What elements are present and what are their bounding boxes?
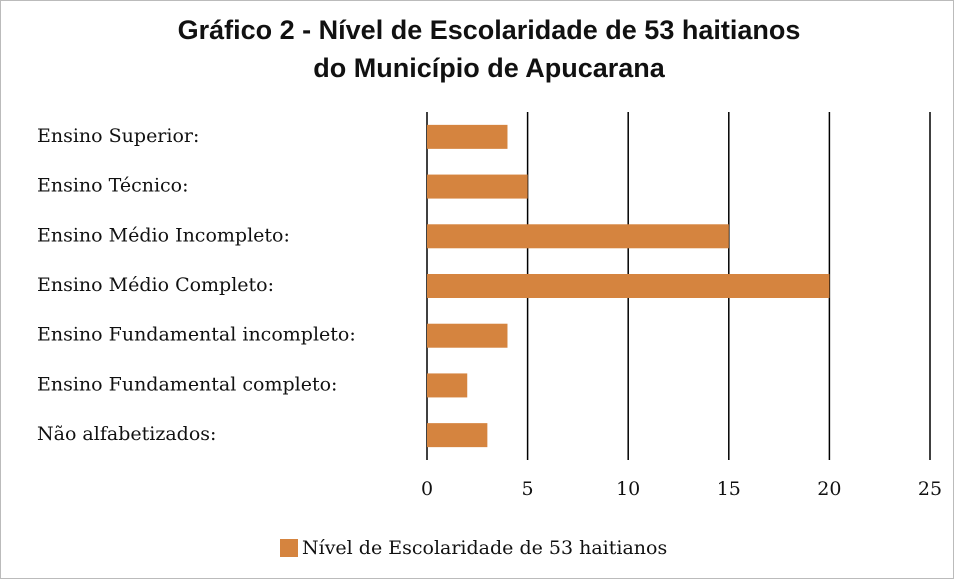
x-tick-label: 5 xyxy=(522,478,534,500)
x-tick-label: 20 xyxy=(817,478,841,500)
x-tick-label: 15 xyxy=(717,478,741,500)
y-tick-label: Ensino Médio Incompleto: xyxy=(37,224,290,246)
chart-title: do Município de Apucarana xyxy=(313,53,666,83)
bar xyxy=(427,423,488,448)
bar xyxy=(427,124,508,149)
bar xyxy=(427,373,468,398)
y-tick-label: Ensino Superior: xyxy=(37,125,199,147)
legend-label: Nível de Escolaridade de 53 haitianos xyxy=(302,537,667,559)
bar xyxy=(427,274,830,298)
y-tick-label: Ensino Técnico: xyxy=(37,175,189,197)
bar xyxy=(427,174,528,199)
legend-swatch xyxy=(280,539,298,557)
x-tick-label: 25 xyxy=(918,478,942,500)
y-tick-label: Ensino Médio Completo: xyxy=(37,274,274,296)
bar xyxy=(427,323,508,348)
bar xyxy=(427,224,729,249)
chart-title: Gráfico 2 - Nível de Escolaridade de 53 … xyxy=(178,15,801,45)
y-tick-label: Ensino Fundamental completo: xyxy=(37,373,337,395)
y-tick-label: Ensino Fundamental incompleto: xyxy=(37,324,356,346)
x-tick-label: 10 xyxy=(616,478,640,500)
y-tick-label: Não alfabetizados: xyxy=(37,423,216,445)
x-tick-label: 0 xyxy=(421,478,433,500)
